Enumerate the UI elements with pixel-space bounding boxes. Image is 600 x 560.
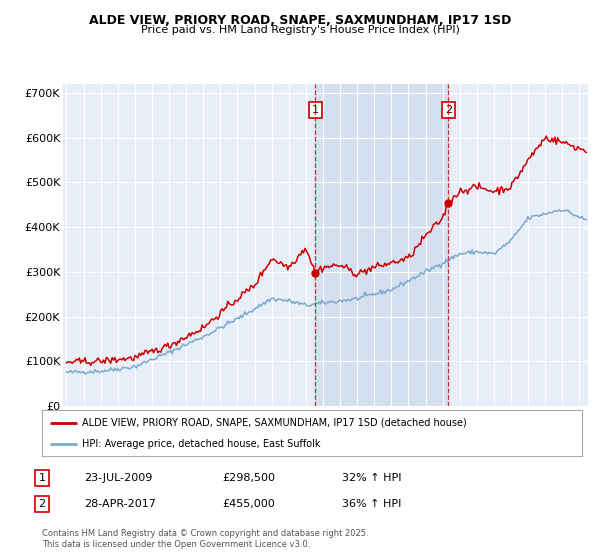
- Text: 23-JUL-2009: 23-JUL-2009: [84, 473, 152, 483]
- Text: HPI: Average price, detached house, East Suffolk: HPI: Average price, detached house, East…: [83, 439, 321, 449]
- Text: £455,000: £455,000: [222, 499, 275, 509]
- Text: 36% ↑ HPI: 36% ↑ HPI: [342, 499, 401, 509]
- Text: 1: 1: [38, 473, 46, 483]
- Text: 2: 2: [38, 499, 46, 509]
- Text: 2: 2: [445, 105, 452, 115]
- Text: ALDE VIEW, PRIORY ROAD, SNAPE, SAXMUNDHAM, IP17 1SD: ALDE VIEW, PRIORY ROAD, SNAPE, SAXMUNDHA…: [89, 14, 511, 27]
- Text: £298,500: £298,500: [222, 473, 275, 483]
- Text: 28-APR-2017: 28-APR-2017: [84, 499, 156, 509]
- Text: Price paid vs. HM Land Registry's House Price Index (HPI): Price paid vs. HM Land Registry's House …: [140, 25, 460, 35]
- Bar: [315, 84, 448, 406]
- Text: Contains HM Land Registry data © Crown copyright and database right 2025.
This d: Contains HM Land Registry data © Crown c…: [42, 529, 368, 549]
- Text: 32% ↑ HPI: 32% ↑ HPI: [342, 473, 401, 483]
- Text: ALDE VIEW, PRIORY ROAD, SNAPE, SAXMUNDHAM, IP17 1SD (detached house): ALDE VIEW, PRIORY ROAD, SNAPE, SAXMUNDHA…: [83, 418, 467, 428]
- Text: 1: 1: [312, 105, 319, 115]
